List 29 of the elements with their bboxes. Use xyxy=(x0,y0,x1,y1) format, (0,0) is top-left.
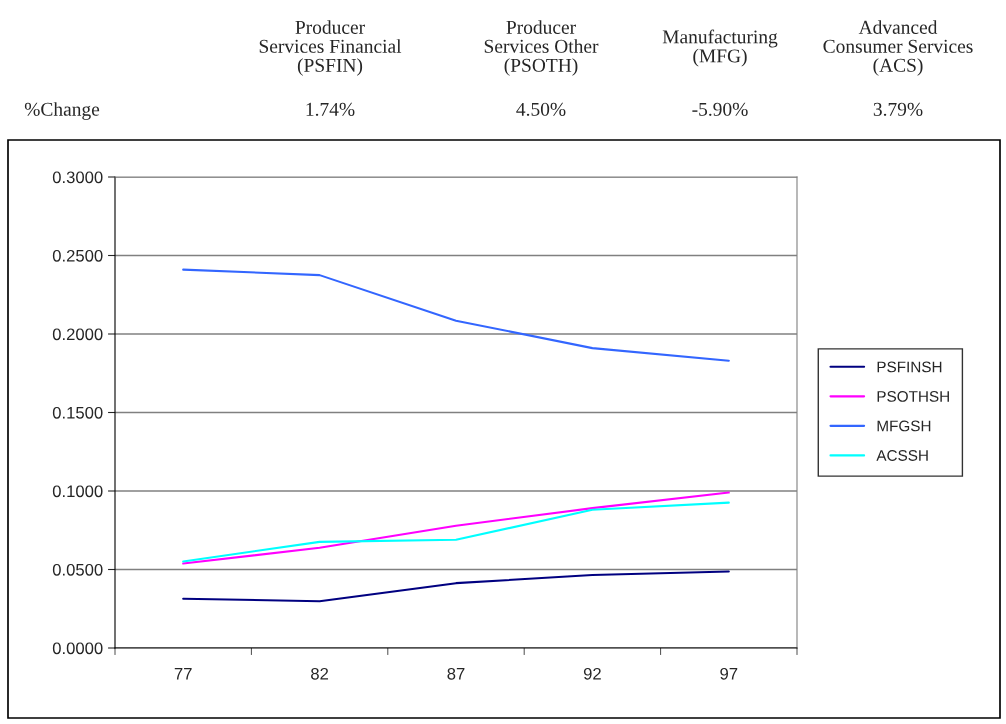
text: Producer Services Financial (PSFIN) xyxy=(259,20,402,76)
y-tick-label: 0.3000 xyxy=(52,171,103,184)
line-series xyxy=(182,268,730,362)
y-tick-label: 0.2500 xyxy=(52,249,103,262)
text: %Change xyxy=(24,102,100,120)
legend-label: MFGSH xyxy=(877,420,931,432)
text: 1.74% xyxy=(306,102,355,116)
line-series xyxy=(182,491,730,565)
x-tick-label: 92 xyxy=(583,667,601,680)
legend-label: PSFINSH xyxy=(877,361,942,373)
y-tick-label: 0.0500 xyxy=(52,563,103,576)
x-tick-label: 97 xyxy=(720,667,738,680)
text: 3.79% xyxy=(873,102,923,116)
y-tick-label: 0.1000 xyxy=(52,485,103,498)
line-series xyxy=(182,570,730,603)
x-tick-label: 77 xyxy=(174,668,192,680)
legend-label: PSOTHSH xyxy=(877,391,949,402)
y-tick-label: 0.0000 xyxy=(52,642,103,655)
text: 4.50% xyxy=(516,102,566,116)
text: Manufacturing (MFG) xyxy=(662,29,778,67)
text: Advanced Consumer Services (ACS) xyxy=(823,20,973,76)
legend-label: ACSSH xyxy=(876,450,928,461)
text: -5.90% xyxy=(692,102,748,116)
x-tick-label: 87 xyxy=(447,667,465,680)
y-tick-label: 0.1500 xyxy=(52,406,103,419)
x-tick-label: 82 xyxy=(311,667,329,680)
text: Producer Services Other (PSOTH) xyxy=(484,20,599,76)
line-series xyxy=(182,501,730,563)
y-tick-label: 0.2000 xyxy=(52,328,103,341)
